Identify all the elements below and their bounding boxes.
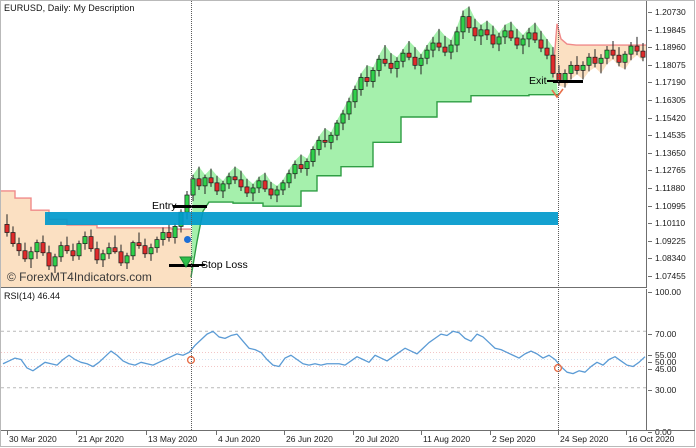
- exit-arrow-icon: [551, 88, 564, 99]
- price-axis-tick: [648, 188, 652, 189]
- price-axis-label: 1.18960: [655, 42, 686, 53]
- entry-signal-dot: [183, 235, 191, 243]
- rsi-axis-tick: [648, 390, 652, 391]
- price-axis-tick: [648, 82, 652, 84]
- rsi-axis-tick: [648, 362, 652, 363]
- annotation-connector: [547, 80, 555, 82]
- time-axis-tick: [146, 431, 147, 435]
- price-axis-label: 1.07455: [655, 271, 686, 281]
- support-zone-band: [45, 212, 558, 225]
- rsi-chart-canvas: [1, 330, 646, 389]
- price-axis-tick: [648, 223, 652, 225]
- time-axis-label: 30 Mar 2020: [9, 434, 57, 444]
- price-axis-tick: [648, 135, 652, 137]
- rsi-axis-tick: [648, 369, 652, 370]
- stop-loss-label: Stop Loss: [201, 259, 248, 271]
- time-axis-tick: [7, 431, 8, 435]
- chart-title: EURUSD, Daily: My Description: [4, 3, 135, 13]
- time-axis: 30 Mar 2020 21 Apr 2020 13 May 2020 4 Jun 2…: [1, 430, 695, 448]
- exit-level-line: [553, 80, 583, 83]
- exit-label: Exit: [529, 75, 547, 87]
- price-axis-label: 1.14535: [655, 130, 686, 141]
- price-axis: 1.20730 1.19845 1.18960 1.18075 1.17190 1.163…: [648, 1, 695, 437]
- time-axis-tick: [558, 431, 559, 435]
- price-axis-label: 1.11880: [655, 183, 686, 193]
- time-axis-tick: [421, 431, 422, 435]
- rsi-axis-label: 70.00: [655, 329, 677, 339]
- price-axis-label: 1.20730: [655, 7, 686, 17]
- vertical-signal-line-entry: [191, 1, 192, 430]
- stop-loss-arrow-icon: [179, 256, 193, 268]
- rsi-label: RSI(14) 46.44: [4, 291, 61, 301]
- rsi-axis-tick: [648, 432, 652, 433]
- stop-loss-level-line: [169, 264, 199, 267]
- rsi-axis-tick: [648, 334, 652, 335]
- price-axis-label: 1.16305: [655, 95, 686, 105]
- price-axis-label: 1.09225: [655, 235, 686, 246]
- annotation-connector: [186, 205, 194, 207]
- rsi-axis-label: 100.00: [655, 287, 681, 297]
- price-axis-tick: [648, 12, 652, 13]
- time-axis-label: 4 Jun 2020: [218, 434, 261, 444]
- price-axis-label: 1.13650: [655, 147, 686, 158]
- rsi-axis-label: 50.00: [655, 357, 677, 367]
- rsi-indicator-panel[interactable]: [1, 289, 647, 430]
- price-axis-tick: [648, 276, 652, 277]
- price-axis-label: 1.17190: [655, 77, 686, 88]
- entry-label: Entry: [152, 200, 177, 212]
- rsi-axis-tick: [648, 292, 652, 293]
- price-axis-tick: [648, 258, 652, 260]
- time-axis-tick: [284, 431, 285, 435]
- time-axis-label: 16 Oct 2020: [628, 434, 675, 444]
- price-axis-tick: [648, 170, 652, 172]
- price-chart-canvas: [1, 6, 646, 287]
- time-axis-label: 13 May 2020: [148, 434, 198, 444]
- price-axis-tick: [648, 240, 652, 242]
- price-axis-tick: [648, 117, 652, 119]
- rsi-axis-label: 45.00: [655, 364, 677, 374]
- time-axis-label: 2 Sep 2020: [492, 434, 536, 444]
- price-axis-tick: [648, 205, 652, 207]
- time-axis-label: 26 Jun 2020: [286, 434, 333, 444]
- price-axis-tick: [648, 152, 652, 154]
- price-axis-label: 1.19845: [655, 24, 686, 35]
- price-axis-tick: [648, 29, 652, 31]
- rsi-axis-label: 30.00: [655, 385, 677, 395]
- time-axis-label: 20 Jul 2020: [355, 434, 399, 444]
- time-axis-tick: [353, 431, 354, 435]
- annotation-connector: [199, 264, 205, 266]
- price-axis-label: 1.18075: [655, 59, 686, 70]
- rsi-axis-label: 55.00: [655, 350, 677, 360]
- price-axis-label: 1.10110: [655, 218, 686, 229]
- price-axis-tick: [648, 64, 652, 66]
- time-axis-label: 21 Apr 2020: [78, 434, 124, 444]
- price-axis-label: 1.12765: [655, 165, 686, 176]
- time-axis-tick: [216, 431, 217, 435]
- price-axis-label: 1.10995: [655, 200, 686, 211]
- watermark-credit: © ForexMT4Indicators.com: [7, 270, 152, 284]
- price-axis-tick: [648, 47, 652, 49]
- price-axis-label: 1.08340: [655, 253, 686, 264]
- time-axis-tick: [76, 431, 77, 435]
- vertical-signal-line-exit: [558, 1, 559, 430]
- price-axis-tick: [648, 100, 652, 101]
- rsi-signal-marker-2: [553, 363, 563, 373]
- price-chart-panel[interactable]: [1, 1, 647, 288]
- time-axis-label: 11 Aug 2020: [423, 434, 471, 444]
- time-axis-tick: [626, 431, 627, 435]
- price-axis-label: 1.15420: [655, 112, 686, 123]
- rsi-axis-label: 0.00: [655, 427, 672, 437]
- rsi-axis-tick: [648, 355, 652, 356]
- time-axis-tick: [490, 431, 491, 435]
- time-axis-label: 24 Sep 2020: [560, 434, 609, 444]
